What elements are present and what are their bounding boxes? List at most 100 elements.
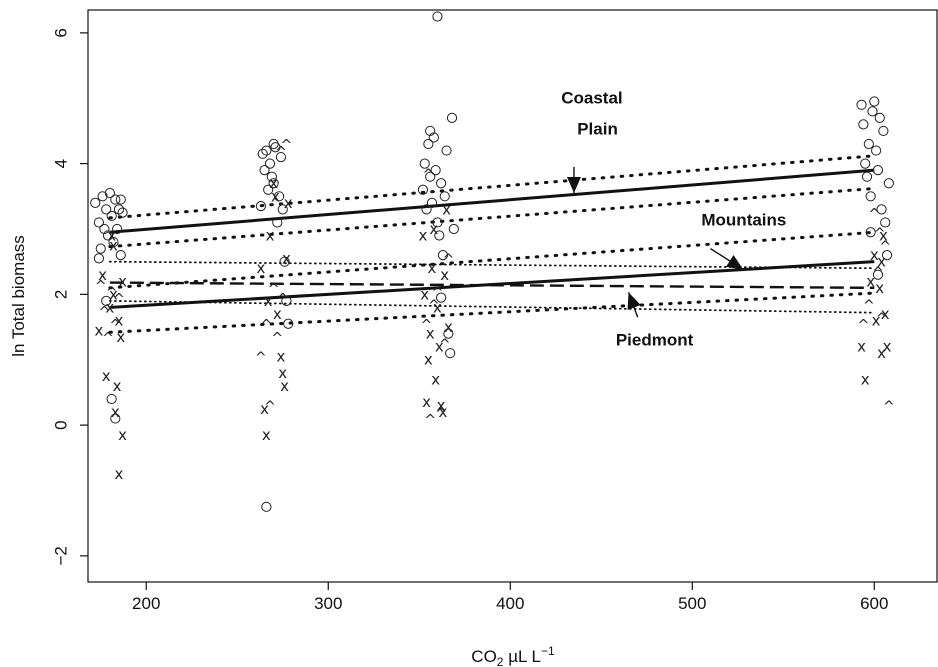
data-point: x	[278, 364, 287, 382]
data-point	[277, 204, 288, 215]
annotation-mountains-text: Mountains	[701, 211, 786, 230]
data-point	[872, 165, 884, 176]
y-axis: −2 0 2 4 6	[51, 28, 88, 566]
data-point	[259, 165, 270, 176]
data-point: ^	[422, 167, 434, 183]
data-point	[434, 230, 445, 241]
coastal-plain-band-lower	[108, 186, 876, 249]
data-point	[860, 158, 871, 169]
data-point: x	[113, 377, 122, 395]
data-point	[110, 194, 121, 205]
data-point	[448, 223, 459, 235]
data-point: ^	[106, 285, 118, 301]
data-point	[268, 178, 279, 189]
data-point	[104, 187, 115, 199]
data-point: ^	[863, 298, 875, 314]
data-point: x	[431, 370, 440, 388]
data-point: ^	[281, 138, 293, 154]
coastal-plain-band-upper	[108, 154, 876, 220]
data-point: x	[118, 426, 127, 444]
data-point	[436, 178, 447, 189]
data-point: ^	[883, 399, 895, 415]
mountains-band-upper	[108, 230, 876, 290]
data-point	[439, 191, 450, 202]
piedmont-band-lower	[108, 300, 876, 314]
data-point	[97, 191, 108, 202]
data-point	[102, 230, 114, 241]
data-point	[106, 393, 117, 405]
data-point: ^	[858, 318, 870, 334]
data-point: x	[109, 236, 118, 254]
data-point	[863, 138, 874, 150]
data-point: x	[883, 338, 892, 356]
data-point: x	[284, 194, 293, 212]
data-point	[880, 217, 891, 228]
data-point: x	[428, 259, 437, 277]
data-point: ^	[99, 304, 111, 320]
data-point: x	[420, 285, 429, 303]
data-point	[117, 207, 128, 218]
annotations: Coastal Plain Mountains Piedmont	[561, 88, 786, 349]
data-point: ^	[275, 144, 287, 160]
data-point	[423, 138, 434, 150]
x-axis-title-main: CO	[471, 647, 497, 666]
data-point: ^	[271, 331, 283, 347]
data-point: ^	[261, 318, 273, 334]
data-point	[272, 217, 283, 228]
data-point	[432, 11, 443, 22]
data-point: x	[870, 246, 879, 264]
data-point	[883, 178, 894, 189]
y-tick-label: 6	[51, 28, 70, 37]
data-point: x	[107, 227, 116, 245]
data-point: x	[881, 305, 890, 323]
data-point	[446, 112, 458, 123]
data-point: x	[444, 318, 453, 336]
x-tick-label: 200	[132, 594, 160, 613]
annotation-piedmont-arrow-head	[627, 292, 641, 310]
data-point: x	[424, 351, 433, 369]
data-point	[872, 269, 884, 280]
data-point: ^	[95, 278, 107, 294]
series-coastal-plain	[90, 11, 894, 512]
data-point	[437, 250, 449, 261]
data-point: x	[273, 305, 282, 323]
data-point: x	[264, 292, 273, 310]
data-point: x	[118, 272, 127, 290]
data-point: ^	[428, 298, 440, 314]
data-point: x	[116, 328, 125, 346]
data-point: x	[260, 400, 269, 418]
data-point	[268, 138, 279, 150]
mountains-band-lower	[108, 291, 876, 334]
data-point: x	[114, 312, 123, 330]
data-point	[93, 217, 105, 228]
x-tick-label: 300	[314, 594, 342, 613]
data-point: ^	[109, 318, 121, 334]
data-point	[421, 204, 432, 215]
y-axis-title: ln Total biomass	[9, 235, 28, 357]
data-point	[112, 223, 123, 235]
annotation-coastal-text: Coastal	[561, 88, 622, 107]
data-point	[871, 145, 882, 156]
x-axis: 200 300 400 500 600	[132, 582, 888, 613]
y-tick-label: 2	[51, 290, 70, 299]
data-point	[261, 501, 272, 512]
data-point	[113, 204, 125, 215]
data-points: xxxxxxxxxxxxxxxxxxxxxxxxxxxxxxxxxxxxxxxx…	[90, 11, 895, 512]
data-point	[445, 348, 456, 359]
y-tick-label: 4	[51, 159, 70, 168]
data-point: x	[866, 272, 875, 290]
data-point: x	[422, 393, 431, 411]
data-point	[876, 204, 887, 215]
data-point	[865, 191, 876, 202]
data-point	[261, 145, 272, 156]
data-point: x	[282, 249, 291, 267]
plot-frame	[87, 9, 938, 583]
data-point: ^	[102, 331, 114, 347]
data-point: x	[433, 298, 442, 316]
x-tick-label: 600	[860, 594, 888, 613]
data-point	[93, 253, 105, 264]
data-point	[861, 171, 873, 182]
data-point: ^	[264, 399, 276, 415]
data-point: ^	[868, 206, 880, 222]
data-point: x	[94, 321, 103, 339]
